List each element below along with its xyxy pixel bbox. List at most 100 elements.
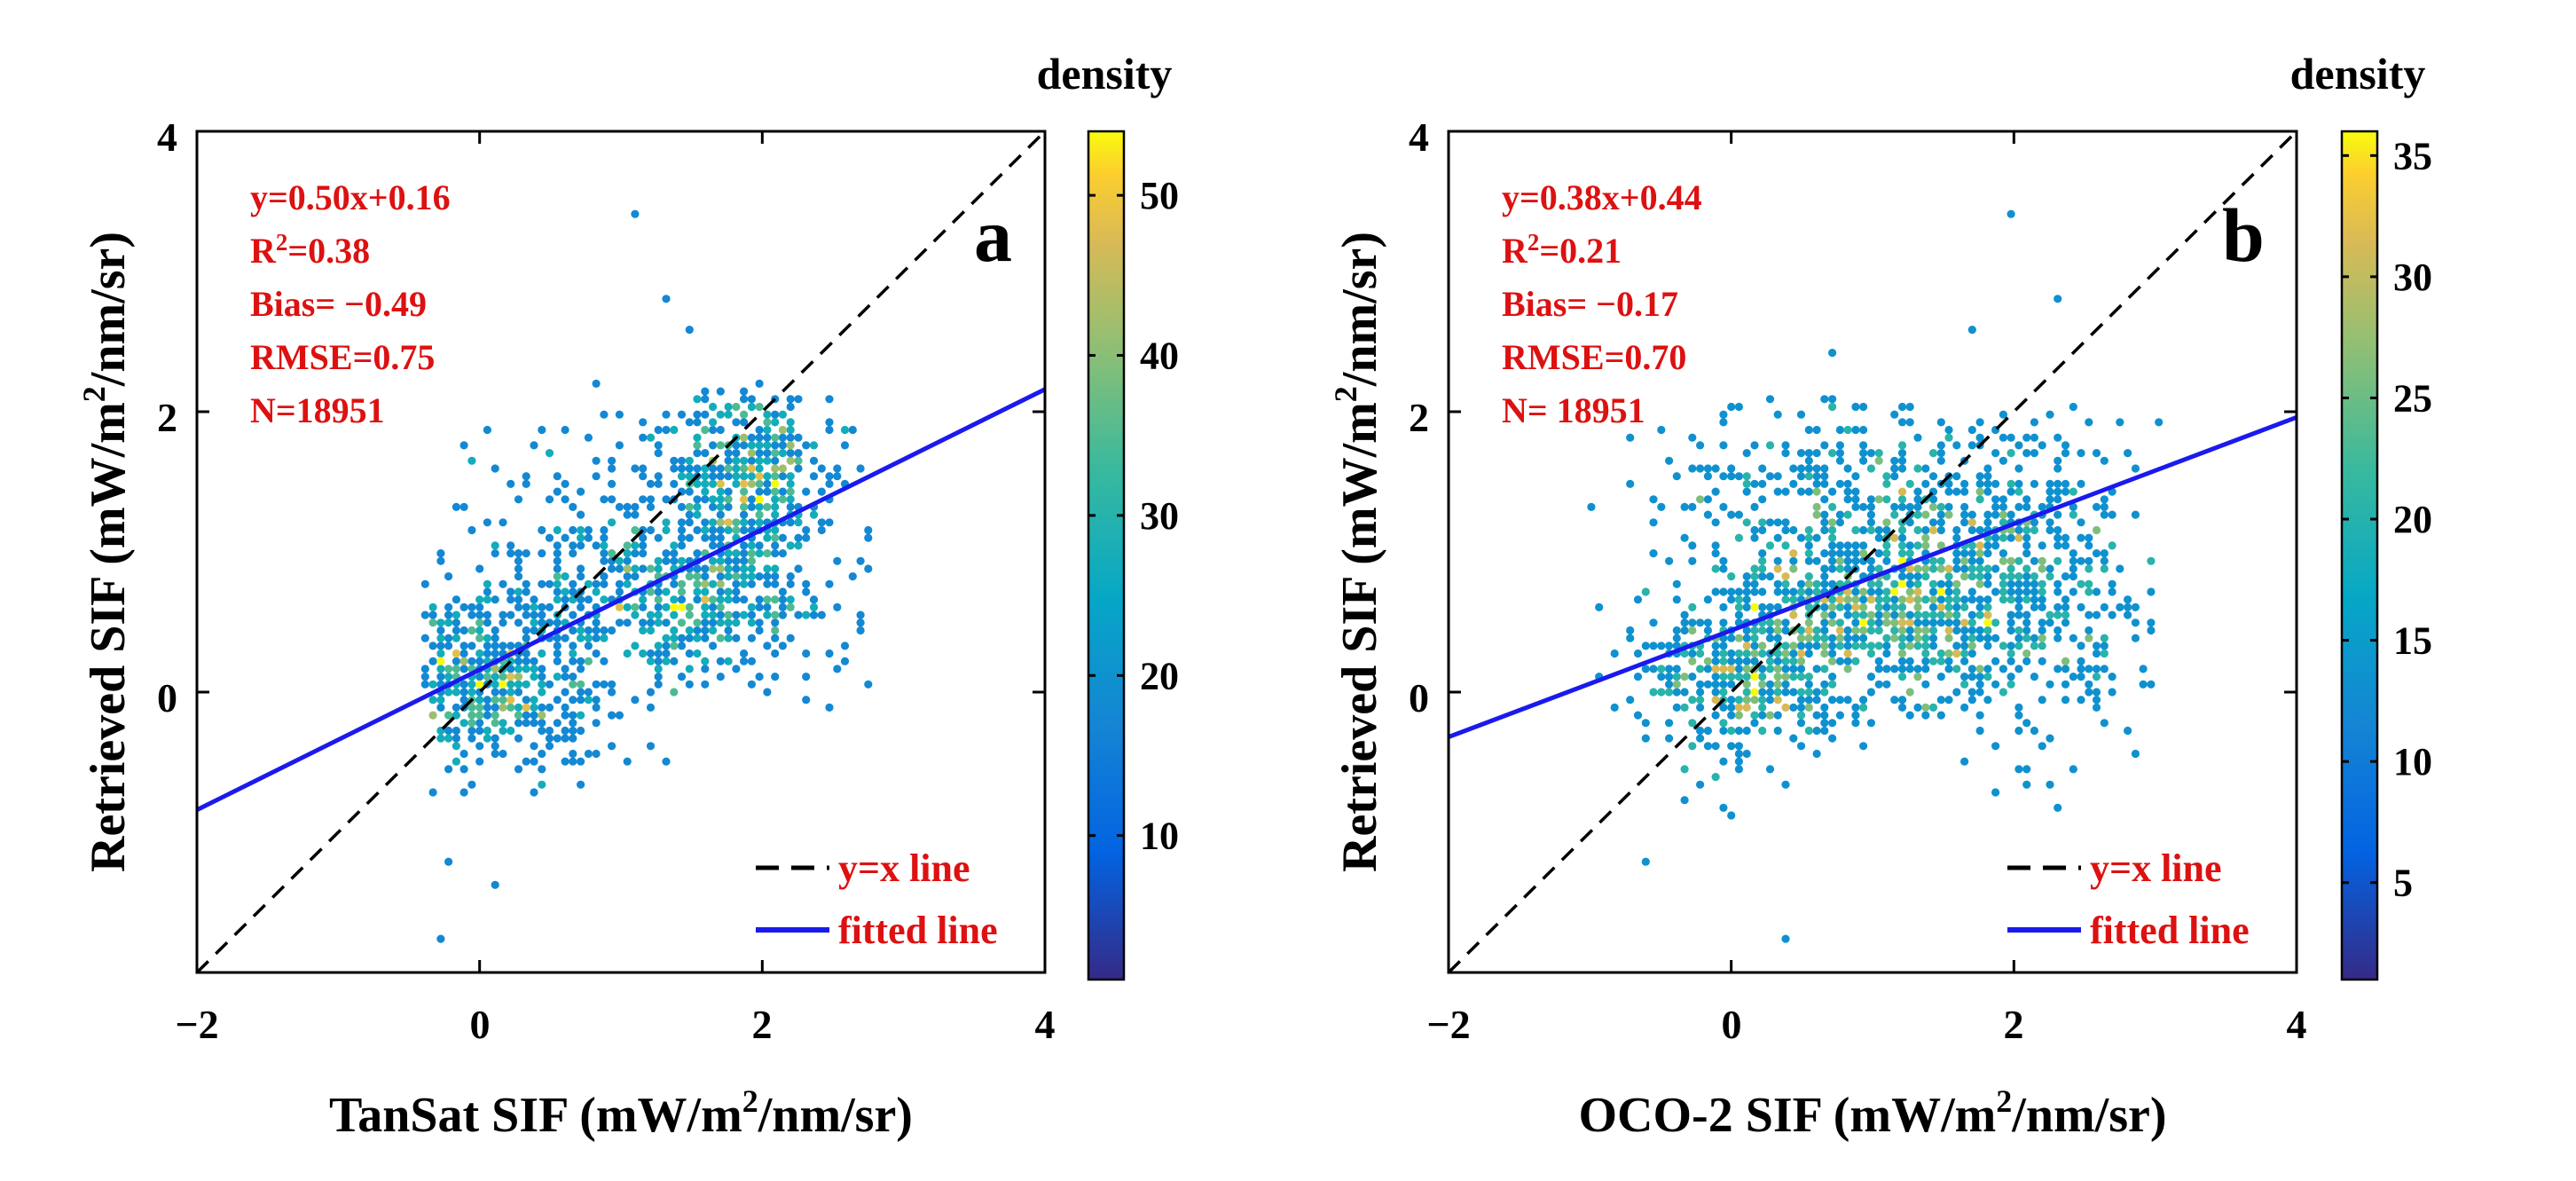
data-point [1773,649,1782,658]
data-point [693,634,702,642]
data-point [522,657,530,665]
data-point [1703,595,1712,604]
data-point [1742,673,1751,681]
data-point [1820,564,1829,573]
data-point [1897,642,1907,650]
data-point [538,780,546,789]
data-point [491,711,499,720]
data-point [654,610,663,619]
data-point [693,525,702,535]
data-point [763,487,772,496]
data-point [1711,773,1720,782]
data-point [701,564,710,573]
data-point [1680,618,1689,627]
data-point [1812,696,1821,705]
data-point [561,425,569,435]
data-point [2124,602,2132,612]
data-point [2139,680,2148,689]
data-point [1944,425,1953,435]
data-point [701,495,710,504]
data-point [1960,673,1969,681]
data-point [747,402,757,412]
data-point [507,665,515,673]
data-point [1711,673,1720,681]
data-point [716,533,725,542]
data-point [444,688,453,697]
data-point [1851,711,1860,720]
data-point [1649,518,1658,527]
data-point [1703,665,1712,673]
data-point [809,456,819,465]
data-point [2022,587,2031,596]
data-point [1765,680,1775,689]
data-point [709,402,718,412]
data-point [631,564,640,573]
data-point [1944,657,1953,665]
data-point [1913,572,1922,581]
data-point [646,688,656,697]
data-point [1859,549,1868,558]
data-point [1804,572,1813,581]
data-point [771,449,780,458]
data-point [1765,696,1775,705]
data-point [677,502,687,512]
data-point [1665,680,1674,689]
data-point [2069,634,2077,642]
data-point [1812,665,1821,673]
data-point [577,780,585,789]
data-point [584,634,593,642]
data-point [522,587,530,596]
data-point [1999,495,2007,504]
data-point [1991,618,2000,627]
data-point [1897,541,1907,550]
data-point [1874,533,1883,542]
data-point [662,295,671,303]
data-point [677,464,687,473]
data-point [840,657,850,665]
data-point [1851,425,1860,435]
data-point [1665,556,1674,565]
data-point [1851,495,1860,504]
data-point [802,525,811,535]
data-point [740,433,749,442]
data-point [763,410,772,419]
data-point [514,703,523,713]
data-point [724,464,733,473]
data-point [577,541,585,550]
data-point [600,495,609,504]
data-point [569,541,577,550]
data-point [1820,464,1829,473]
data-point [1765,618,1775,627]
data-point [1859,703,1868,713]
data-point [1960,518,1969,527]
data-point [724,657,733,665]
data-point [1991,742,2000,751]
data-point [2100,665,2109,673]
panel-b-axes-box [1447,130,2298,974]
data-point [864,680,873,689]
data-point [1719,556,1728,565]
data-point [778,441,788,450]
data-point [2014,579,2023,588]
data-point [499,749,507,759]
data-point [646,495,656,504]
data-point [1820,665,1829,673]
data-point [685,487,694,496]
data-point [732,472,741,481]
data-point [608,680,617,689]
data-point [1649,549,1658,558]
data-point [467,680,476,689]
data-point [1828,525,1837,535]
data-point [763,595,772,604]
data-point [1890,602,1899,612]
data-point [763,502,772,512]
data-point [2046,734,2054,743]
data-point [592,472,601,481]
data-point [1711,657,1720,665]
data-point [685,464,694,473]
data-point [452,665,460,673]
data-point [1719,649,1728,658]
data-point [693,433,702,442]
colorbar-a-bar [1087,130,1126,981]
data-point [483,610,492,619]
